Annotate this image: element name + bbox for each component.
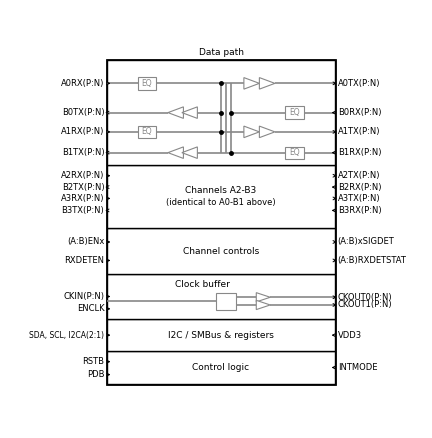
- Bar: [138, 126, 156, 138]
- Text: PDB: PDB: [87, 370, 105, 379]
- Polygon shape: [168, 147, 184, 159]
- Bar: [107, 60, 335, 165]
- Bar: [285, 106, 304, 119]
- Text: SDA, SCL, I2CA(2:1): SDA, SCL, I2CA(2:1): [29, 331, 105, 339]
- Text: A3TX(P:N): A3TX(P:N): [338, 194, 380, 203]
- Text: B0TX(P:N): B0TX(P:N): [62, 108, 105, 117]
- Text: INTMODE: INTMODE: [338, 363, 377, 372]
- Text: B1TX(P:N): B1TX(P:N): [62, 148, 105, 157]
- Bar: [107, 165, 335, 228]
- Text: B3RX(P:N): B3RX(P:N): [338, 206, 381, 215]
- Text: A3RX(P:N): A3RX(P:N): [61, 194, 105, 203]
- Text: B2RX(P:N): B2RX(P:N): [338, 183, 381, 191]
- Text: Channel controls: Channel controls: [183, 247, 259, 256]
- Polygon shape: [256, 293, 270, 302]
- Bar: [107, 351, 335, 384]
- Text: EQ: EQ: [142, 79, 152, 88]
- Text: VDD3: VDD3: [338, 331, 362, 339]
- Text: ENCLK: ENCLK: [77, 304, 105, 313]
- Polygon shape: [168, 107, 184, 118]
- Text: CKOUT1(P:N): CKOUT1(P:N): [338, 300, 392, 310]
- Text: (A:B)xSIGDET: (A:B)xSIGDET: [338, 237, 394, 247]
- Text: (A:B)ENx: (A:B)ENx: [67, 237, 105, 247]
- Text: A1TX(P:N): A1TX(P:N): [338, 127, 380, 136]
- Text: Control logic: Control logic: [192, 363, 250, 372]
- Text: B3TX(P:N): B3TX(P:N): [62, 206, 105, 215]
- Text: A1RX(P:N): A1RX(P:N): [61, 127, 105, 136]
- Text: A2TX(P:N): A2TX(P:N): [338, 171, 380, 180]
- Polygon shape: [259, 126, 275, 138]
- Text: I2C / SMBus & registers: I2C / SMBus & registers: [168, 331, 274, 339]
- Text: A0TX(P:N): A0TX(P:N): [338, 79, 380, 88]
- Text: EQ: EQ: [142, 127, 152, 136]
- Text: Channels A2-B3: Channels A2-B3: [185, 186, 257, 195]
- Polygon shape: [182, 147, 197, 159]
- Text: RSTB: RSTB: [83, 357, 105, 366]
- Bar: [107, 319, 335, 351]
- Bar: [107, 274, 335, 319]
- Bar: [138, 77, 156, 89]
- Polygon shape: [244, 78, 259, 89]
- Text: CKOUT0(P:N): CKOUT0(P:N): [338, 293, 392, 302]
- Polygon shape: [244, 126, 259, 138]
- Text: B1RX(P:N): B1RX(P:N): [338, 148, 381, 157]
- Polygon shape: [259, 78, 275, 89]
- Text: EQ: EQ: [289, 108, 299, 117]
- Bar: [107, 60, 335, 384]
- Polygon shape: [256, 300, 270, 310]
- Text: B2TX(P:N): B2TX(P:N): [62, 183, 105, 191]
- Bar: [216, 293, 236, 310]
- Text: A0RX(P:N): A0RX(P:N): [61, 79, 105, 88]
- Bar: [285, 146, 304, 159]
- Text: B0RX(P:N): B0RX(P:N): [338, 108, 381, 117]
- Text: RXDETEN: RXDETEN: [64, 256, 105, 265]
- Text: Data path: Data path: [199, 48, 244, 57]
- Text: EQ: EQ: [289, 148, 299, 157]
- Text: Clock buffer: Clock buffer: [175, 280, 230, 290]
- Text: A2RX(P:N): A2RX(P:N): [61, 171, 105, 180]
- Text: CKIN(P:N): CKIN(P:N): [64, 292, 105, 301]
- Text: (identical to A0-B1 above): (identical to A0-B1 above): [166, 198, 276, 207]
- Bar: [107, 228, 335, 274]
- Text: (A:B)RXDETSTAT: (A:B)RXDETSTAT: [338, 256, 407, 265]
- Polygon shape: [182, 107, 197, 118]
